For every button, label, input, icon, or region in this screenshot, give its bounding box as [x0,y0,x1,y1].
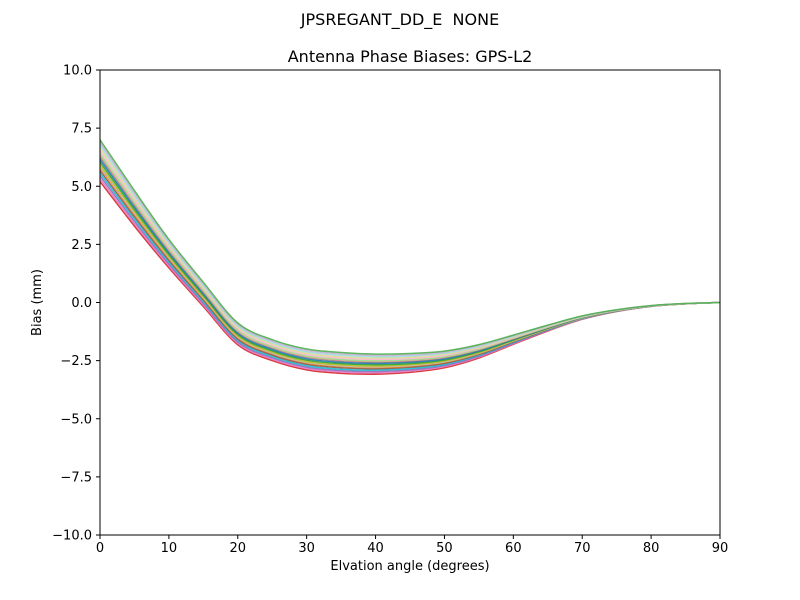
bias-curve [99,167,721,369]
x-tick-label: 30 [298,541,315,556]
y-tick-label: 10.0 [63,64,92,79]
bias-curve [99,156,721,363]
y-tick-label: 7.5 [71,122,92,137]
figure-title: JPSREGANT_DD_E NONE [300,10,500,29]
bias-curve [99,150,721,361]
x-tick-label: 60 [505,541,522,556]
y-tick-label: 2.5 [71,238,92,253]
y-tick-label: −10.0 [52,529,92,544]
y-tick-label: −5.0 [60,412,92,427]
x-tick-label: 20 [230,541,247,556]
y-tick-label: −7.5 [60,470,92,485]
x-tick-label: 80 [643,541,660,556]
bias-curve [99,161,721,366]
y-tick-label: 0.0 [71,296,92,311]
bias-curve [99,154,721,363]
y-tick-label: 5.0 [71,180,92,195]
x-tick-label: 10 [161,541,178,556]
x-tick-label: 50 [436,541,453,556]
y-axis-label: Bias (mm) [29,269,45,336]
bias-curve [99,158,721,365]
axes-title: Antenna Phase Biases: GPS-L2 [287,47,533,66]
x-tick-label: 90 [712,541,729,556]
x-axis-label: Elvation angle (degrees) [330,559,490,574]
bias-curve [99,144,721,358]
x-tick-label: 0 [96,541,104,556]
bias-curve [99,153,721,362]
bias-curve [99,139,721,355]
x-tick-label: 70 [574,541,591,556]
axes-frame [99,69,721,536]
bias-curve [99,147,721,359]
y-tick-label: −2.5 [60,354,92,369]
bias-curve [99,164,721,367]
x-tick-label: 40 [367,541,384,556]
bias-curve [99,165,721,368]
bias-curve [99,142,721,357]
